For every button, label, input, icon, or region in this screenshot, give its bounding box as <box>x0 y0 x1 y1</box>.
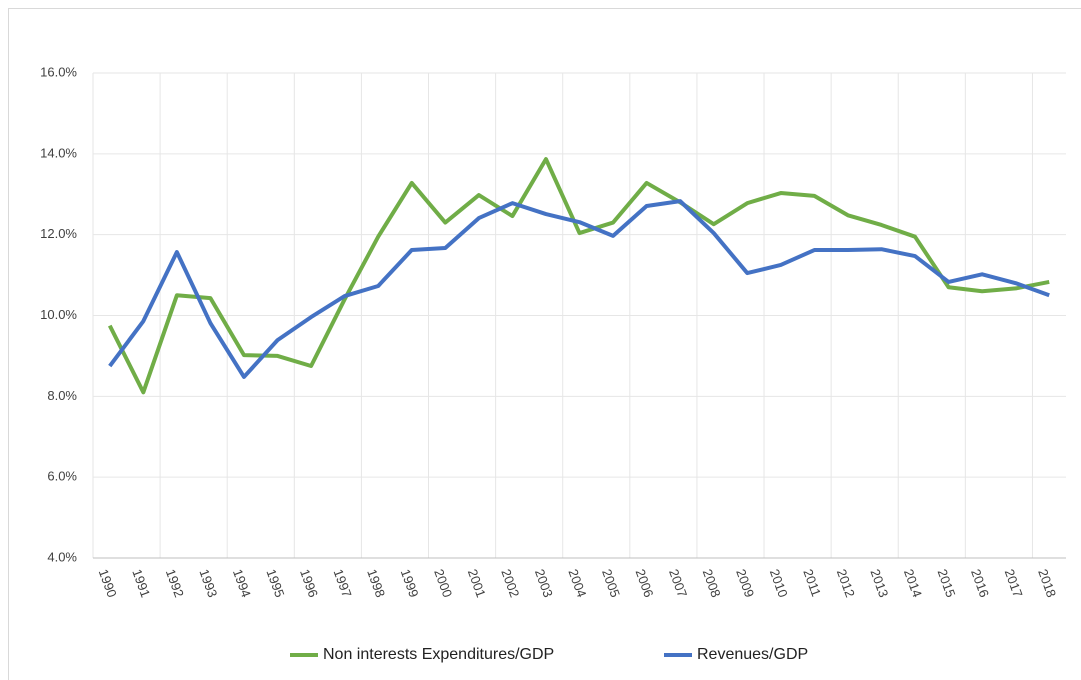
y-tick-label: 6.0% <box>47 469 77 484</box>
x-tick-label: 2003 <box>532 567 556 599</box>
x-tick-label: 2012 <box>834 567 858 599</box>
x-tick-label: 1992 <box>163 567 187 599</box>
x-tick-label: 2000 <box>431 567 455 599</box>
x-tick-label: 2011 <box>800 567 824 598</box>
x-tick-label: 1997 <box>331 567 355 599</box>
x-tick-label: 1993 <box>196 567 220 599</box>
x-tick-label: 2008 <box>700 567 724 599</box>
y-tick-label: 16.0% <box>40 64 77 79</box>
x-tick-label: 1999 <box>398 567 422 599</box>
x-tick-label: 2015 <box>935 567 959 599</box>
legend-label: Non interests Expenditures/GDP <box>323 646 554 663</box>
chart-frame <box>8 8 1081 680</box>
x-tick-label: 2016 <box>968 567 992 599</box>
y-tick-label: 14.0% <box>40 145 77 160</box>
x-tick-label: 2014 <box>901 567 925 599</box>
x-tick-label: 2009 <box>733 567 757 599</box>
y-tick-label: 8.0% <box>47 388 77 403</box>
x-tick-label: 2002 <box>498 567 522 599</box>
y-tick-label: 4.0% <box>47 549 77 564</box>
x-tick-label: 2001 <box>465 567 489 599</box>
x-tick-label: 2010 <box>767 567 791 599</box>
y-tick-label: 12.0% <box>40 226 77 241</box>
x-tick-label: 2017 <box>1002 567 1026 599</box>
x-tick-label: 2013 <box>867 567 891 599</box>
x-tick-label: 2004 <box>565 567 589 599</box>
x-tick-label: 2006 <box>633 567 657 599</box>
x-tick-label: 1995 <box>263 567 287 599</box>
x-tick-label: 1990 <box>96 567 120 599</box>
y-tick-label: 10.0% <box>40 307 77 322</box>
x-tick-label: 2018 <box>1035 567 1059 599</box>
x-tick-label: 2005 <box>599 567 623 599</box>
x-tick-label: 1998 <box>364 567 388 599</box>
x-tick-label: 2007 <box>666 567 690 599</box>
legend-label: Revenues/GDP <box>697 646 808 663</box>
x-tick-label: 1994 <box>230 567 254 599</box>
series-line <box>108 199 1050 379</box>
x-tick-label: 1991 <box>129 567 153 599</box>
x-tick-label: 1996 <box>297 567 321 599</box>
series-line <box>107 157 1050 395</box>
